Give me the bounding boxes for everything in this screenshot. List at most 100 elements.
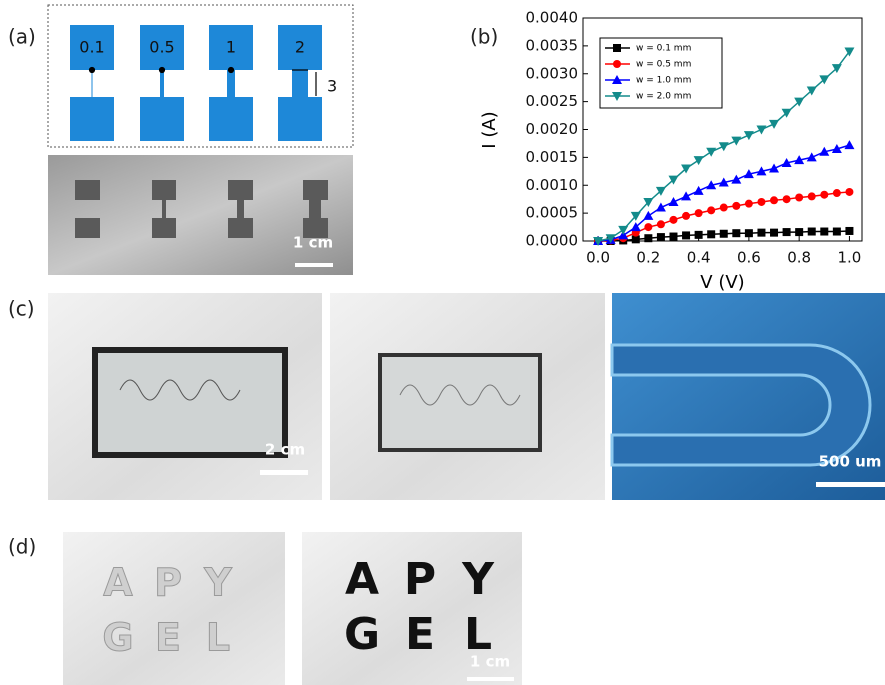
marker bbox=[783, 228, 791, 236]
y-axis-label: I (A) bbox=[479, 111, 500, 148]
marker bbox=[669, 216, 677, 224]
marker bbox=[657, 233, 665, 241]
marker bbox=[795, 228, 803, 236]
letter: A bbox=[345, 554, 379, 605]
marker bbox=[783, 195, 791, 203]
panel-label: (c) bbox=[8, 297, 35, 321]
marker bbox=[744, 131, 754, 140]
dimension-arrows bbox=[90, 68, 317, 97]
marker bbox=[745, 229, 753, 237]
y-tick-label: 0.0025 bbox=[526, 92, 579, 110]
marker bbox=[707, 230, 715, 238]
legend-label: w = 2.0 mm bbox=[636, 92, 691, 102]
letter: P bbox=[404, 554, 436, 605]
width-label: 0.5 bbox=[149, 38, 174, 57]
marker bbox=[844, 140, 854, 149]
letter: E bbox=[405, 609, 435, 660]
marker bbox=[808, 192, 816, 200]
marker bbox=[756, 126, 766, 135]
marker bbox=[795, 194, 803, 202]
marker bbox=[644, 234, 652, 242]
marker bbox=[682, 212, 690, 220]
scale-bar-label: 1 cm bbox=[293, 234, 333, 252]
x-tick-label: 0.6 bbox=[737, 249, 761, 267]
marker bbox=[770, 229, 778, 237]
y-tick-label: 0.0035 bbox=[526, 36, 579, 54]
marker bbox=[657, 220, 665, 228]
legend-label: w = 0.1 mm bbox=[636, 44, 691, 54]
marker bbox=[681, 191, 691, 200]
letter: L bbox=[206, 616, 230, 660]
marker bbox=[770, 196, 778, 204]
length-label: 3 bbox=[327, 77, 337, 96]
panel-label: (d) bbox=[8, 535, 36, 559]
letter: P bbox=[154, 561, 182, 605]
photo-device bbox=[380, 355, 540, 450]
marker bbox=[833, 228, 841, 236]
marker bbox=[745, 200, 753, 208]
marker bbox=[731, 137, 741, 146]
x-tick-label: 1.0 bbox=[838, 249, 862, 267]
marker bbox=[833, 189, 841, 197]
marker bbox=[732, 229, 740, 237]
scale-bar-label: 1 cm bbox=[470, 653, 510, 671]
y-tick-label: 0.0040 bbox=[526, 9, 579, 27]
scale-bar bbox=[260, 470, 308, 475]
width-label: 1 bbox=[226, 38, 236, 57]
scale-bar bbox=[467, 677, 514, 681]
marker bbox=[656, 203, 666, 212]
marker bbox=[820, 228, 828, 236]
marker bbox=[694, 186, 704, 195]
scale-bar-label: 2 cm bbox=[265, 441, 305, 459]
x-tick-label: 0.8 bbox=[787, 249, 811, 267]
marker bbox=[769, 120, 779, 129]
width-label: 2 bbox=[295, 38, 305, 57]
y-tick-label: 0.0005 bbox=[526, 204, 579, 222]
scale-bar-label: 500 um bbox=[819, 453, 882, 471]
schematic bbox=[70, 25, 322, 141]
panel-label: (a) bbox=[8, 25, 36, 49]
marker bbox=[695, 231, 703, 239]
marker bbox=[613, 44, 621, 52]
letter: G bbox=[102, 616, 133, 660]
letter: Y bbox=[203, 561, 232, 605]
marker bbox=[719, 142, 729, 151]
marker bbox=[643, 211, 653, 220]
panel-label: (b) bbox=[470, 25, 498, 49]
marker bbox=[845, 227, 853, 235]
legend-label: w = 1.0 mm bbox=[636, 76, 691, 86]
photo bbox=[48, 155, 353, 275]
marker bbox=[731, 175, 741, 184]
marker bbox=[668, 197, 678, 206]
marker bbox=[694, 156, 704, 165]
marker bbox=[808, 228, 816, 236]
scale-bar bbox=[816, 482, 885, 487]
chart: 0.00000.00050.00100.00150.00200.00250.00… bbox=[479, 9, 862, 294]
photo-device bbox=[95, 350, 285, 455]
marker bbox=[845, 188, 853, 196]
marker bbox=[757, 198, 765, 206]
x-tick-label: 0.0 bbox=[586, 249, 610, 267]
y-tick-label: 0.0020 bbox=[526, 120, 579, 138]
letter: G bbox=[344, 609, 380, 660]
marker bbox=[807, 152, 817, 161]
photo bbox=[63, 532, 285, 685]
marker bbox=[757, 229, 765, 237]
y-tick-label: 0.0000 bbox=[526, 232, 579, 250]
marker bbox=[613, 60, 621, 68]
letter: E bbox=[155, 616, 181, 660]
x-tick-label: 0.2 bbox=[636, 249, 660, 267]
marker bbox=[769, 164, 779, 173]
marker bbox=[820, 191, 828, 199]
scale-bar bbox=[295, 263, 333, 267]
legend-label: w = 0.5 mm bbox=[636, 60, 691, 70]
letter: A bbox=[103, 561, 133, 605]
marker bbox=[695, 209, 703, 217]
figure: (a) 0.1 0.5 1 2 3 1 cm (b) 0.00000.00050… bbox=[0, 0, 885, 685]
y-tick-label: 0.0015 bbox=[526, 148, 579, 166]
marker bbox=[706, 148, 716, 157]
marker bbox=[669, 233, 677, 241]
y-tick-label: 0.0030 bbox=[526, 64, 579, 82]
marker bbox=[682, 231, 690, 239]
x-tick-label: 0.4 bbox=[687, 249, 711, 267]
